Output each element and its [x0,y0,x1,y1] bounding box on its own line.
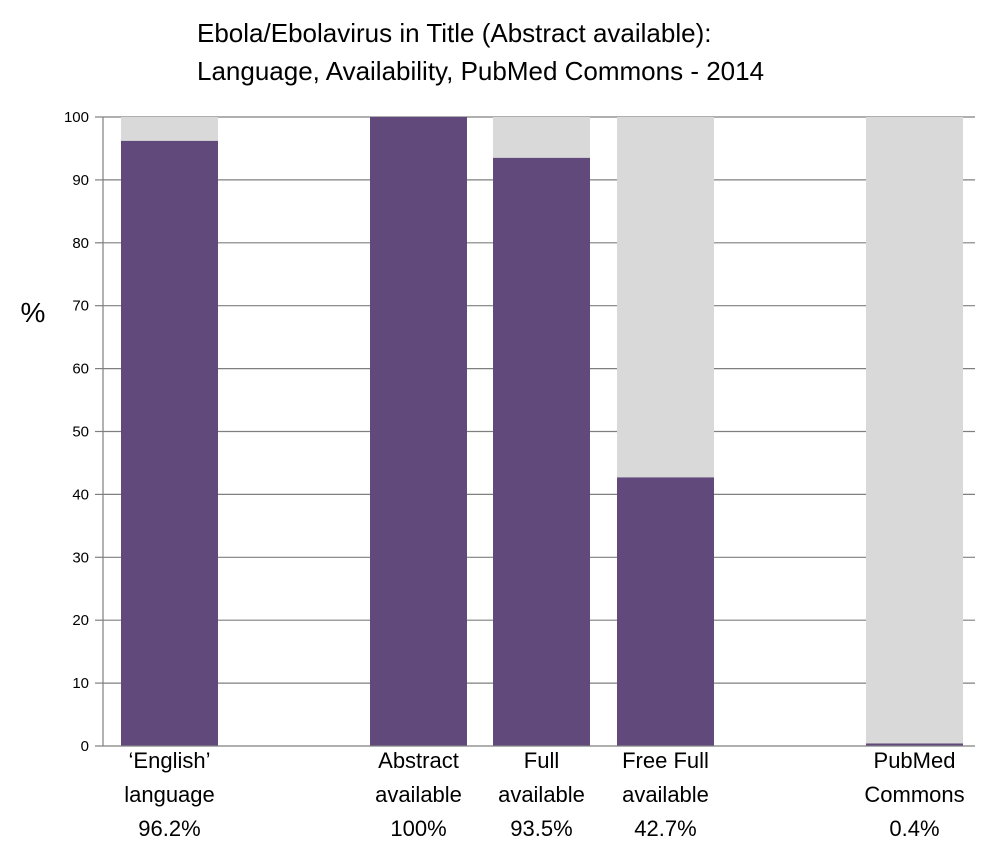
bars [121,117,963,747]
x-category-label: ‘English’ [129,748,211,773]
y-tick-label: 50 [72,424,89,441]
bar-value [866,743,963,746]
x-category-label: Abstract [378,748,459,773]
x-category-label: PubMed [874,748,956,773]
x-category-label: 93.5% [510,816,572,841]
chart-title-line-1: Ebola/Ebolavirus in Title (Abstract avai… [197,18,712,48]
x-category-label: Free Full [622,748,709,773]
x-category-label: available [622,782,709,807]
y-tick-label: 70 [72,298,89,315]
bar-value [121,140,218,747]
axes [102,117,975,747]
x-category-label: Commons [864,782,964,807]
y-tick-label: 40 [72,486,89,503]
y-tick-label: 90 [72,172,89,189]
y-tick-label: 30 [72,549,89,566]
y-tick-labels: 0 10 20 30 40 50 60 70 80 90 100 [64,109,89,755]
y-axis-label: % [21,297,46,328]
x-category-label: available [375,782,462,807]
bar-value [493,157,590,746]
x-category-label: Full [524,748,559,773]
y-tick-label: 60 [72,361,89,378]
y-tick-label: 10 [72,675,89,692]
x-category-label: 96.2% [138,816,200,841]
x-category-label: 100% [390,816,446,841]
bar-value [617,477,714,746]
bar-value [370,117,467,746]
y-tick-label: 100 [64,109,89,126]
x-category-label: 42.7% [634,816,696,841]
x-category-label: 0.4% [889,816,939,841]
x-category-label: available [498,782,585,807]
y-tick-label: 0 [81,738,89,755]
x-category-label: language [124,782,215,807]
bar-remainder [866,117,963,746]
x-category-labels: ‘English’ language 96.2% Abstract available 1… [124,748,964,841]
chart-title-line-2: Language, Availability, PubMed Commons -… [197,56,765,86]
y-tick-label: 20 [72,612,89,629]
y-tick-label: 80 [72,235,89,252]
